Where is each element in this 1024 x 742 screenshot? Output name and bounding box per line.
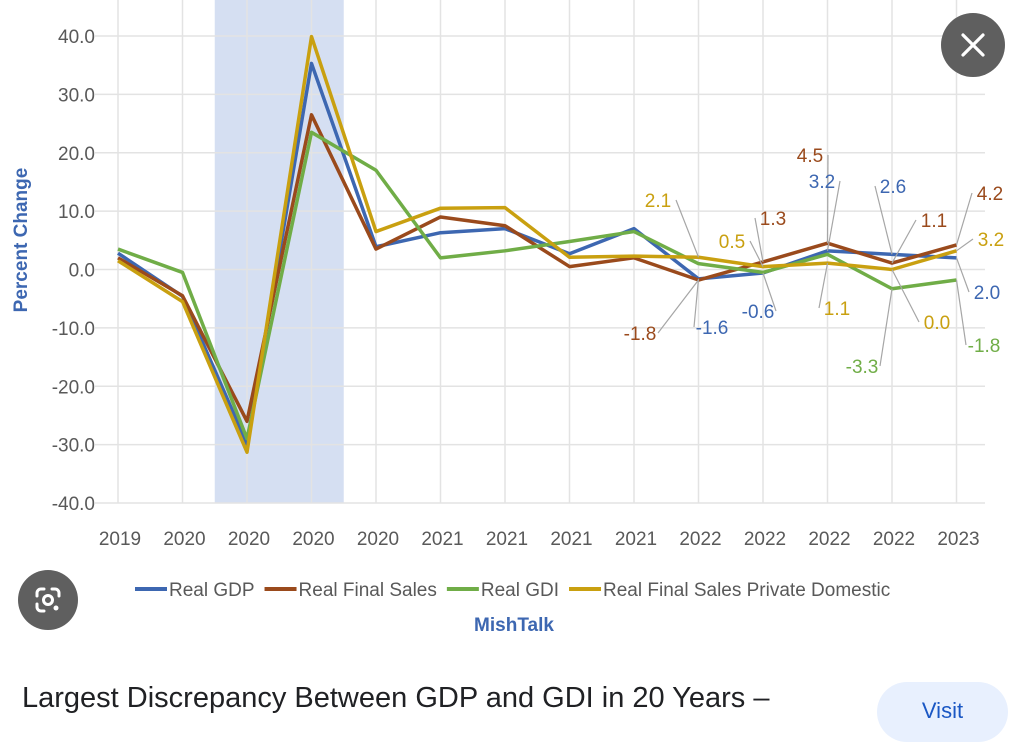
y-tick-label: 0.0 bbox=[69, 261, 95, 282]
x-tick-label: 2020 bbox=[163, 529, 205, 550]
legend-label: Real Final Sales Private Domestic bbox=[603, 580, 890, 601]
data-label: 1.1 bbox=[824, 299, 850, 320]
legend-label: Real GDI bbox=[481, 580, 559, 601]
google-lens-icon bbox=[35, 587, 61, 613]
data-label-leader-line bbox=[826, 180, 841, 251]
data-label-leader-line bbox=[762, 272, 777, 312]
series-line-real-final-sales-private-domestic bbox=[117, 34, 957, 454]
data-label-leader-line bbox=[879, 288, 893, 367]
line-chart: 40.030.020.010.00.0-10.0-20.0-30.0-40.0 … bbox=[11, 0, 1004, 636]
data-label: 3.2 bbox=[809, 172, 835, 193]
y-tick-label: 40.0 bbox=[58, 27, 95, 48]
x-tick-label: 2020 bbox=[357, 529, 399, 550]
data-label-leader-line bbox=[693, 278, 700, 328]
data-label-leader-line bbox=[749, 240, 764, 267]
close-icon bbox=[961, 33, 985, 57]
data-label: -0.6 bbox=[742, 302, 775, 323]
visit-button[interactable]: Visit bbox=[877, 682, 1008, 742]
data-label: 2.0 bbox=[974, 283, 1000, 304]
data-label: 1.3 bbox=[760, 209, 786, 230]
data-label: 4.2 bbox=[977, 184, 1003, 205]
data-label-leader-line bbox=[955, 279, 967, 346]
x-tick-label: 2022 bbox=[744, 529, 786, 550]
data-label: 1.1 bbox=[921, 211, 947, 232]
y-tick-label: 10.0 bbox=[58, 202, 95, 223]
close-button[interactable] bbox=[941, 13, 1005, 77]
data-label: 3.2 bbox=[978, 230, 1004, 251]
data-label: -1.8 bbox=[624, 324, 657, 345]
y-tick-label: 20.0 bbox=[58, 144, 95, 165]
legend-label: Real GDP bbox=[169, 580, 255, 601]
x-tick-label: 2020 bbox=[228, 529, 270, 550]
data-label-leader-line bbox=[891, 219, 917, 264]
legend-label: Real Final Sales bbox=[299, 580, 437, 601]
data-label: -1.8 bbox=[968, 336, 1001, 357]
data-label-leader-line bbox=[818, 262, 829, 309]
y-tick-label: -20.0 bbox=[52, 377, 95, 398]
y-tick-label: -10.0 bbox=[52, 319, 95, 340]
chart-source: MishTalk bbox=[474, 615, 554, 636]
x-tick-label: 2021 bbox=[550, 529, 592, 550]
x-tick-label: 2019 bbox=[99, 529, 141, 550]
data-label-leader-line bbox=[657, 279, 699, 334]
data-label: 0.0 bbox=[924, 313, 950, 334]
data-label-leader-line bbox=[874, 185, 893, 255]
data-label-leader-line bbox=[955, 257, 970, 293]
data-label-leader-line bbox=[956, 238, 974, 252]
x-tick-label: 2022 bbox=[873, 529, 915, 550]
image-caption[interactable]: Largest Discrepancy Between GDP and GDI … bbox=[22, 682, 770, 714]
google-lens-button[interactable] bbox=[18, 570, 78, 630]
x-tick-label: 2022 bbox=[679, 529, 721, 550]
data-label: 4.5 bbox=[797, 146, 823, 167]
data-label: -3.3 bbox=[846, 357, 879, 378]
x-tick-label: 2023 bbox=[937, 529, 979, 550]
data-label-leader-line bbox=[754, 217, 764, 263]
x-tick-label: 2020 bbox=[292, 529, 334, 550]
y-axis-label: Percent Change bbox=[11, 168, 32, 313]
x-tick-label: 2021 bbox=[421, 529, 463, 550]
data-label: 2.6 bbox=[880, 177, 906, 198]
data-label: 0.5 bbox=[719, 232, 745, 253]
y-tick-label: -40.0 bbox=[52, 494, 95, 515]
data-label-leader-line bbox=[891, 269, 920, 323]
y-tick-label: 30.0 bbox=[58, 85, 95, 106]
y-tick-label: -30.0 bbox=[52, 436, 95, 457]
x-tick-label: 2021 bbox=[486, 529, 528, 550]
x-tick-label: 2022 bbox=[808, 529, 850, 550]
data-label-leader-line bbox=[955, 192, 973, 246]
data-label: -1.6 bbox=[696, 318, 729, 339]
data-label-leader-line bbox=[826, 154, 829, 244]
data-label-leader-line bbox=[675, 199, 700, 258]
x-tick-label: 2021 bbox=[615, 529, 657, 550]
data-label: 2.1 bbox=[645, 191, 671, 212]
